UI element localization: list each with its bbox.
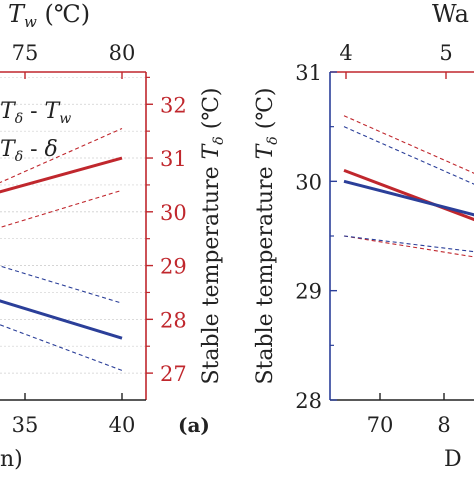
right-top-tick-label: 4: [339, 41, 352, 65]
left-top-tick-label: 80: [109, 41, 136, 65]
right-left-tick-label: 28: [295, 389, 322, 413]
right-series-0-upper-band: [343, 115, 474, 174]
legend-entry-tdelta-delta: Tδ - δ: [0, 137, 58, 165]
right-bottom-axis-title: D: [444, 447, 462, 472]
left-chart-panel: 27 28 29 30 31 32 75 80 35 40 Tw (℃) Tδ - Tw Tδ -…: [0, 0, 187, 472]
right-top-axis-title: Wa: [432, 0, 469, 28]
left-right-tick-label: 30: [160, 201, 187, 225]
left-series-0-line: [0, 156, 123, 194]
right-axis-ticks: 28 29 30 31 4 5 70 8: [295, 41, 452, 437]
left-right-axis-title: Stable temperature Tδ (℃): [199, 87, 227, 384]
panel-label: (a): [178, 413, 210, 437]
right-bottom-tick-label: 8: [437, 413, 450, 437]
left-series-lines: [0, 156, 123, 340]
right-left-tick-label: 29: [295, 280, 322, 304]
right-series-1-upper-band: [343, 126, 474, 185]
right-left-axis-title: Stable temperature Tδ (℃): [253, 87, 281, 384]
right-series-1-lower-band: [343, 235, 474, 253]
left-right-tick-label: 31: [160, 147, 187, 171]
right-chart-panel: 28 29 30 31 4 5 70 8 Wa D: [295, 0, 474, 472]
left-bottom-axis-title: n): [0, 447, 23, 472]
right-bottom-tick-label: 70: [367, 413, 394, 437]
right-series-1-line: [343, 179, 474, 217]
left-bottom-tick-label: 40: [109, 413, 136, 437]
right-series-lines: [343, 168, 474, 222]
left-top-tick-label: 75: [12, 41, 39, 65]
left-right-tick-label: 27: [160, 362, 187, 386]
right-series-0-lower-band: [343, 235, 474, 258]
left-bottom-tick-label: 35: [12, 413, 39, 437]
left-right-tick-label: 29: [160, 255, 187, 279]
left-series-1-upper-band: [0, 265, 123, 304]
left-right-tick-label: 32: [160, 93, 187, 117]
right-top-tick-label: 5: [439, 41, 452, 65]
right-series-0-line: [343, 168, 474, 222]
right-left-tick-label: 31: [295, 61, 322, 85]
left-right-tick-label: 28: [160, 308, 187, 332]
left-top-axis-title: Tw (℃): [8, 0, 90, 31]
left-confidence-bands: [0, 127, 123, 371]
right-left-tick-label: 30: [295, 170, 322, 194]
left-series-1-line: [0, 299, 123, 340]
left-series-0-lower-band: [0, 189, 123, 229]
right-confidence-bands: [343, 115, 474, 258]
legend-entry-tdelta-tw: Tδ - Tw: [0, 99, 71, 127]
left-series-0-upper-band: [0, 127, 123, 184]
left-axis-ticks: 27 28 29 30 31 32 75 80 35 40: [12, 41, 187, 437]
